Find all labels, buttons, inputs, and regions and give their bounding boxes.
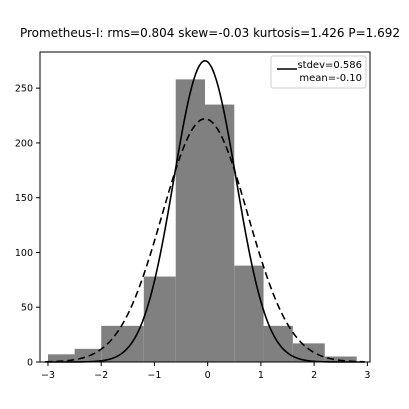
plot-frame <box>39 51 371 363</box>
histogram-bar <box>234 265 264 362</box>
legend-box <box>270 55 367 89</box>
y-tick-label: 50 <box>21 303 33 314</box>
fit-curves <box>45 59 365 363</box>
x-tick-label: 3 <box>364 370 370 381</box>
histogram-bar <box>74 348 102 362</box>
x-tick-label: 0 <box>205 370 211 381</box>
dashed-fit-curve <box>45 118 365 363</box>
y-axis-ticks: 0 50 100 150 200 250 <box>15 84 40 369</box>
y-tick-label: 100 <box>15 248 33 259</box>
histogram-bar <box>324 356 357 362</box>
x-axis-ticks: −3 −2 −1 0 1 2 3 <box>41 362 370 381</box>
y-tick-label: 200 <box>15 138 33 149</box>
y-tick-label: 150 <box>15 193 33 204</box>
legend-entry-stdev: stdev=0.586 <box>297 60 362 71</box>
legend-entry-mean: mean=-0.10 <box>299 73 362 84</box>
x-tick-label: −2 <box>94 370 108 381</box>
legend: stdev=0.586 mean=-0.10 <box>270 55 367 89</box>
histogram-bars <box>47 79 357 363</box>
y-tick-label: 0 <box>27 358 33 369</box>
x-tick-label: 1 <box>258 370 264 381</box>
solid-fit-curve <box>45 59 365 363</box>
x-tick-label: −1 <box>147 370 161 381</box>
x-tick-label: −3 <box>41 370 55 381</box>
x-tick-label: 2 <box>311 370 317 381</box>
y-tick-label: 250 <box>15 84 33 95</box>
histogram-bar <box>205 104 235 363</box>
histogram-bar <box>143 276 176 362</box>
histogram-bar <box>47 354 75 362</box>
histogram-bar <box>292 343 325 362</box>
chart-title: Prometheus-I: rms=0.804 skew=-0.03 kurto… <box>20 26 400 40</box>
histogram-bar <box>175 79 205 362</box>
